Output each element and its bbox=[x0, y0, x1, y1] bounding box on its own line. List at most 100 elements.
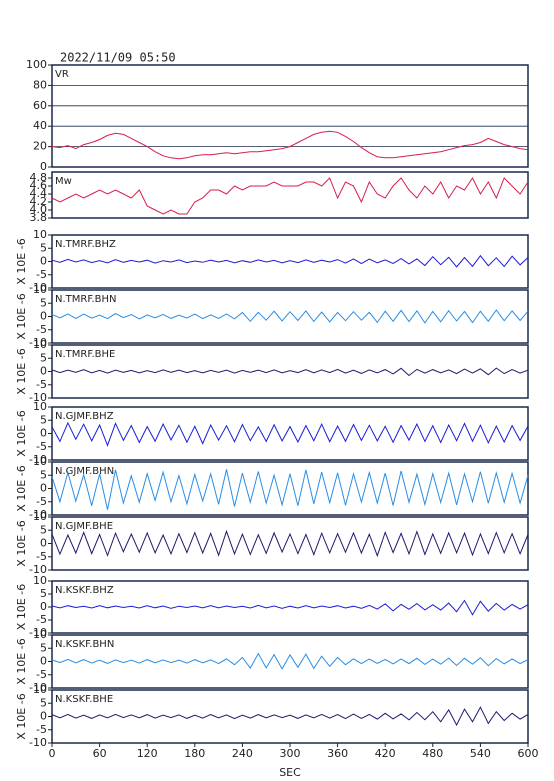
data-line bbox=[51, 599, 529, 616]
y-tick-label: 5 bbox=[40, 351, 47, 364]
y-tick-label: 40 bbox=[33, 119, 47, 132]
y-tick-label: 0 bbox=[40, 427, 47, 440]
y-tick-label: -5 bbox=[36, 668, 47, 681]
panel-frame bbox=[51, 234, 529, 289]
data-line bbox=[51, 254, 529, 268]
y-tick-label: -10 bbox=[29, 453, 47, 466]
data-line bbox=[51, 706, 529, 727]
panel-frame bbox=[51, 171, 529, 219]
y-tick-label: 10 bbox=[33, 283, 47, 296]
y-tick-label: -5 bbox=[36, 378, 47, 391]
panel-frame bbox=[51, 634, 529, 689]
y-tick-label: -5 bbox=[36, 440, 47, 453]
y-tick-label: -10 bbox=[29, 626, 47, 639]
x-tick-label: 120 bbox=[137, 747, 158, 760]
data-line bbox=[51, 529, 529, 558]
y-tick-label: -10 bbox=[29, 281, 47, 294]
y-tick-label: 10 bbox=[33, 400, 47, 413]
y-tick-label: 0 bbox=[40, 365, 47, 378]
y-tick-label: 4.4 bbox=[30, 187, 48, 200]
y-tick-label: 10 bbox=[33, 683, 47, 696]
y-axis-label: X 10E -6 bbox=[15, 238, 28, 284]
panel-frame bbox=[51, 344, 529, 399]
y-axis-label: X 10E -6 bbox=[15, 693, 28, 739]
panel-frame bbox=[51, 289, 529, 344]
x-tick-label: 420 bbox=[375, 747, 396, 760]
panel-frame bbox=[51, 516, 529, 571]
data-line bbox=[51, 652, 529, 670]
y-tick-label: 3.8 bbox=[30, 211, 48, 224]
y-tick-label: 10 bbox=[33, 510, 47, 523]
y-tick-label: 0 bbox=[40, 482, 47, 495]
x-tick-label: 240 bbox=[232, 747, 253, 760]
x-tick-label: 480 bbox=[422, 747, 443, 760]
y-tick-label: -10 bbox=[29, 391, 47, 404]
x-tick-label: 360 bbox=[327, 747, 348, 760]
y-tick-label: 20 bbox=[33, 140, 47, 153]
panel-label: N.TMRF.BHZ bbox=[55, 239, 116, 250]
panel-label: N.GJMF.BHE bbox=[55, 521, 113, 532]
panel-label: N.KSKF.BHZ bbox=[55, 585, 114, 596]
panel-frame bbox=[51, 461, 529, 516]
y-tick-label: -5 bbox=[36, 323, 47, 336]
y-tick-label: 5 bbox=[40, 468, 47, 481]
y-axis-label: X 10E -6 bbox=[15, 465, 28, 511]
y-tick-label: 4.0 bbox=[30, 203, 48, 216]
y-tick-label: -5 bbox=[36, 613, 47, 626]
y-tick-label: -10 bbox=[29, 508, 47, 521]
panel-frame bbox=[51, 64, 529, 168]
x-tick-label: 540 bbox=[470, 747, 491, 760]
panel-label: N.GJMF.BHN bbox=[55, 466, 114, 477]
y-axis-label: X 10E -6 bbox=[15, 584, 28, 630]
data-line bbox=[51, 421, 529, 447]
y-tick-label: 5 bbox=[40, 696, 47, 709]
y-tick-label: -10 bbox=[29, 681, 47, 694]
panel-label: N.TMRF.BHN bbox=[55, 294, 117, 305]
x-tick-label: 60 bbox=[93, 747, 107, 760]
x-tick-label: 300 bbox=[280, 747, 301, 760]
panel-frame bbox=[51, 580, 529, 634]
panel-frame bbox=[51, 689, 529, 744]
y-tick-label: 0 bbox=[40, 655, 47, 668]
y-tick-label: 10 bbox=[33, 628, 47, 641]
y-tick-label: 10 bbox=[33, 338, 47, 351]
chart-title: 2022/11/09 05:50 bbox=[60, 51, 176, 65]
y-tick-label: -10 bbox=[29, 336, 47, 349]
panel-label: N.KSKF.BHN bbox=[55, 639, 114, 650]
y-axis-label: X 10E -6 bbox=[15, 638, 28, 684]
y-tick-label: 5 bbox=[40, 641, 47, 654]
y-axis-label: X 10E -6 bbox=[15, 293, 28, 339]
y-tick-label: 0 bbox=[40, 600, 47, 613]
data-line bbox=[51, 469, 529, 510]
y-tick-label: 5 bbox=[40, 523, 47, 536]
y-tick-label: 80 bbox=[33, 78, 47, 91]
y-tick-label: 5 bbox=[40, 587, 47, 600]
y-tick-label: -5 bbox=[36, 495, 47, 508]
data-line bbox=[51, 177, 529, 215]
panel-frame bbox=[51, 406, 529, 461]
y-tick-label: -10 bbox=[29, 563, 47, 576]
y-axis-label: X 10E -6 bbox=[15, 410, 28, 456]
panel-label: Mw bbox=[55, 176, 72, 187]
y-tick-label: 0 bbox=[40, 537, 47, 550]
data-line bbox=[51, 130, 529, 160]
y-tick-label: 5 bbox=[40, 296, 47, 309]
x-tick-label: 0 bbox=[49, 747, 56, 760]
panel-label: N.KSKF.BHE bbox=[55, 694, 113, 705]
y-tick-label: 0 bbox=[40, 710, 47, 723]
y-tick-label: -5 bbox=[36, 723, 47, 736]
y-tick-label: 4.2 bbox=[30, 195, 48, 208]
x-tick-label: 600 bbox=[518, 747, 539, 760]
data-line bbox=[51, 367, 529, 377]
x-axis-label: SEC bbox=[279, 766, 301, 779]
y-tick-label: 0 bbox=[40, 255, 47, 268]
y-axis-label: X 10E -6 bbox=[15, 520, 28, 566]
panel-label: N.GJMF.BHZ bbox=[55, 411, 114, 422]
y-axis-label: X 10E -6 bbox=[15, 348, 28, 394]
y-tick-label: 0 bbox=[40, 310, 47, 323]
y-tick-label: -10 bbox=[29, 736, 47, 749]
y-tick-label: 10 bbox=[33, 574, 47, 587]
y-tick-label: 4.8 bbox=[30, 171, 48, 184]
y-tick-label: 100 bbox=[26, 58, 47, 71]
